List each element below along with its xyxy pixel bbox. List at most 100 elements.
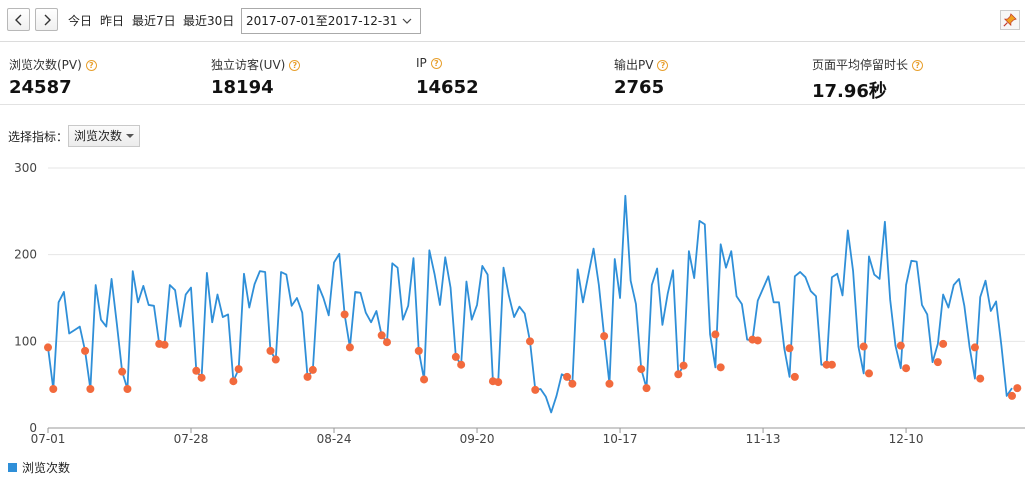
data-point-marker bbox=[271, 355, 280, 364]
metric-label: IP bbox=[416, 56, 427, 70]
data-point-marker bbox=[382, 338, 391, 347]
data-point-marker bbox=[827, 360, 836, 369]
date-range-select[interactable]: 2017-07-01至2017-12-31 bbox=[241, 8, 421, 34]
data-point-marker bbox=[266, 346, 275, 355]
data-point-marker bbox=[118, 367, 127, 376]
data-point-marker bbox=[642, 384, 651, 393]
help-icon[interactable]: ? bbox=[430, 58, 442, 69]
data-point-marker bbox=[902, 364, 911, 373]
data-point-marker bbox=[451, 352, 460, 361]
data-point-marker bbox=[563, 372, 572, 381]
metric-value: 2765 bbox=[614, 77, 665, 98]
metrics-bar: 浏览次数(PV)? 24587 独立访客(UV)? 18194 IP? 1465… bbox=[0, 43, 1025, 105]
legend-swatch bbox=[8, 463, 17, 472]
data-point-marker bbox=[785, 344, 794, 353]
data-point-marker bbox=[864, 369, 873, 378]
series-line bbox=[47, 194, 1013, 414]
quick-range-today[interactable]: 今日 bbox=[68, 14, 93, 28]
quick-range-last-30-days[interactable]: 最近30日 bbox=[183, 14, 235, 28]
data-point-marker bbox=[340, 310, 349, 319]
data-point-marker bbox=[859, 342, 868, 351]
data-point-marker bbox=[86, 385, 95, 393]
data-point-marker bbox=[192, 366, 201, 375]
x-tick-label: 12-10 bbox=[889, 432, 924, 446]
y-tick-label: 200 bbox=[14, 248, 37, 262]
data-point-marker bbox=[531, 385, 540, 394]
data-point-marker bbox=[308, 365, 317, 374]
x-tick-label: 08-24 bbox=[317, 432, 352, 446]
chart-legend[interactable]: 浏览次数 bbox=[8, 459, 70, 476]
data-point-marker bbox=[234, 365, 243, 374]
data-point-marker bbox=[303, 372, 312, 381]
data-point-marker bbox=[896, 341, 905, 350]
x-tick-label: 09-20 bbox=[460, 432, 495, 446]
data-point-marker bbox=[1008, 391, 1016, 400]
help-icon[interactable]: ? bbox=[912, 60, 924, 71]
quick-range-last-7-days[interactable]: 最近7日 bbox=[132, 14, 176, 28]
data-point-marker bbox=[679, 361, 688, 370]
data-point-marker bbox=[229, 377, 238, 386]
help-icon[interactable]: ? bbox=[657, 60, 669, 71]
data-point-marker bbox=[44, 343, 52, 352]
help-icon[interactable]: ? bbox=[289, 60, 301, 71]
legend-label: 浏览次数 bbox=[22, 461, 71, 475]
data-point-marker bbox=[377, 331, 386, 340]
data-point-marker bbox=[716, 363, 725, 372]
pin-button[interactable] bbox=[1000, 10, 1020, 30]
data-point-marker bbox=[605, 379, 614, 388]
data-point-marker bbox=[81, 346, 90, 355]
metric-value: 24587 bbox=[9, 77, 72, 98]
quick-range-yesterday[interactable]: 昨日 bbox=[100, 14, 125, 28]
data-point-marker bbox=[976, 374, 985, 383]
metric-select[interactable]: 浏览次数 bbox=[68, 125, 140, 147]
metric-select-value: 浏览次数 bbox=[74, 129, 123, 143]
data-point-marker bbox=[568, 379, 577, 388]
toolbar: 今日 昨日 最近7日 最近30日 2017-07-01至2017-12-31 bbox=[0, 0, 1025, 42]
data-point-marker bbox=[345, 343, 354, 352]
data-point-marker bbox=[933, 358, 942, 367]
metric-value: 17.96秒 bbox=[812, 81, 887, 102]
y-tick-label: 300 bbox=[14, 161, 37, 175]
metric-label: 页面平均停留时长 bbox=[812, 58, 909, 72]
chevron-down-icon bbox=[402, 18, 412, 24]
data-point-marker bbox=[420, 375, 429, 384]
metric-selector-label: 选择指标： bbox=[8, 130, 69, 144]
data-point-marker bbox=[939, 339, 948, 348]
data-point-marker bbox=[1013, 384, 1022, 393]
data-point-marker bbox=[197, 373, 206, 382]
data-point-marker bbox=[49, 385, 58, 393]
data-point-marker bbox=[526, 337, 534, 346]
metric-value: 18194 bbox=[211, 77, 274, 98]
metric-value: 14652 bbox=[416, 77, 479, 98]
data-point-marker bbox=[457, 360, 466, 369]
pin-icon bbox=[1003, 13, 1017, 27]
y-tick-label: 0 bbox=[29, 421, 37, 435]
data-point-marker bbox=[600, 332, 609, 341]
data-point-marker bbox=[790, 372, 799, 381]
data-point-marker bbox=[753, 336, 762, 345]
x-tick-label: 11-13 bbox=[746, 432, 781, 446]
metric-label: 输出PV bbox=[614, 58, 654, 72]
data-point-marker bbox=[160, 340, 169, 349]
y-tick-label: 100 bbox=[14, 334, 37, 348]
x-tick-label: 07-01 bbox=[31, 432, 66, 446]
caret-down-icon bbox=[126, 134, 134, 138]
data-point-marker bbox=[674, 370, 683, 379]
data-point-marker bbox=[494, 378, 503, 387]
chevron-right-icon bbox=[44, 14, 51, 25]
metric-label: 浏览次数(PV) bbox=[9, 58, 82, 72]
data-point-marker bbox=[637, 365, 646, 374]
x-tick-label: 10-17 bbox=[603, 432, 638, 446]
help-icon[interactable]: ? bbox=[85, 60, 97, 71]
chevron-left-icon bbox=[14, 14, 21, 25]
data-point-marker bbox=[711, 330, 720, 339]
metric-label: 独立访客(UV) bbox=[211, 58, 286, 72]
data-point-marker bbox=[414, 346, 423, 355]
date-range-value: 2017-07-01至2017-12-31 bbox=[246, 14, 398, 28]
data-point-marker bbox=[123, 385, 132, 393]
prev-period-button[interactable] bbox=[7, 8, 30, 31]
data-point-marker bbox=[970, 343, 979, 352]
x-tick-label: 07-28 bbox=[174, 432, 209, 446]
pv-line-chart: 0 100 200 300 07-01 07-28 08-24 09-20 10-17 11-13… bbox=[14, 161, 1025, 446]
next-period-button[interactable] bbox=[35, 8, 58, 31]
